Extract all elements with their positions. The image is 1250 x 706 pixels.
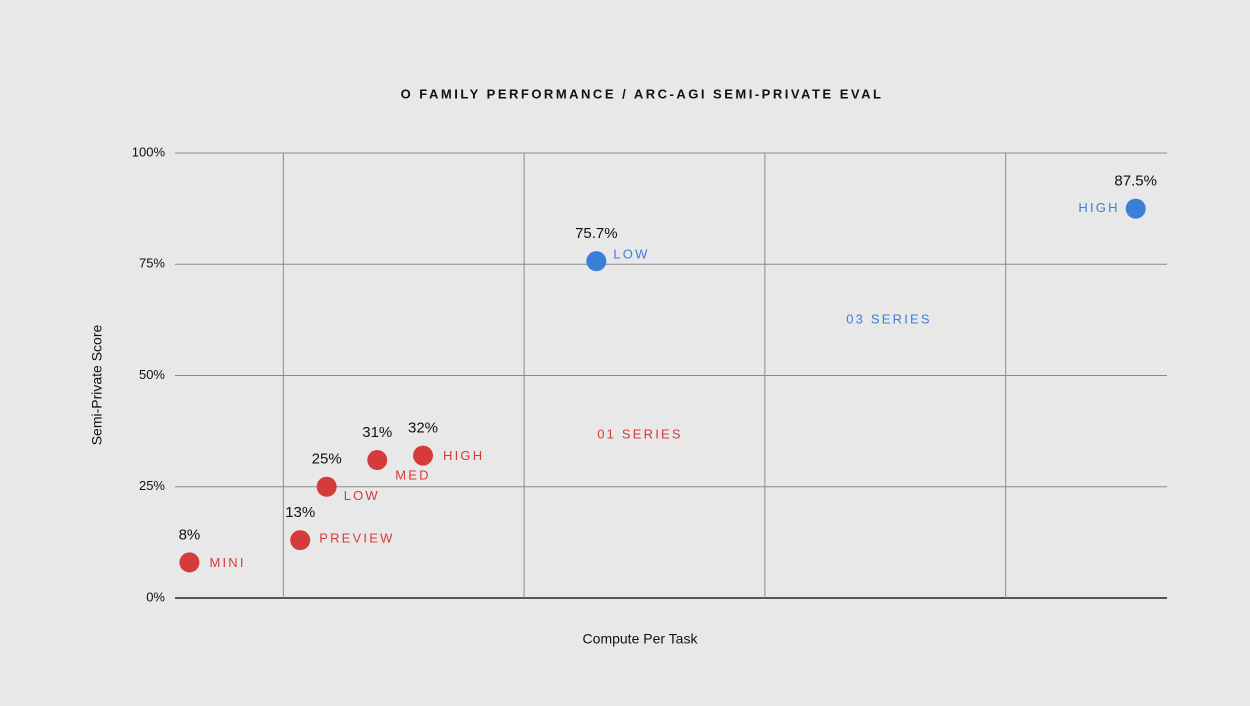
point-label: HIGH (1078, 200, 1119, 215)
y-tick-label: 75% (139, 256, 165, 271)
chart-title: O FAMILY PERFORMANCE / ARC-AGI SEMI-PRIV… (401, 86, 884, 101)
point-label: LOW (613, 247, 649, 262)
point (586, 251, 607, 272)
value-label: 31% (362, 424, 392, 441)
point (367, 450, 388, 471)
point-label: LOW (344, 488, 380, 503)
x-axis-label: Compute Per Task (583, 631, 699, 647)
value-label: 8% (179, 526, 201, 543)
value-label: 13% (285, 504, 315, 521)
value-label: 87.5% (1114, 173, 1157, 190)
y-tick-label: 100% (132, 144, 166, 159)
point-label: HIGH (443, 448, 484, 463)
point (179, 552, 200, 573)
point (413, 445, 433, 466)
point (316, 476, 337, 497)
y-tick-label: 0% (146, 589, 165, 604)
series-label: 01 SERIES (597, 426, 683, 441)
point-label: MED (395, 467, 431, 482)
value-label: 32% (408, 420, 438, 437)
point-label: MINI (209, 555, 245, 570)
point (1125, 198, 1146, 219)
y-axis-label: Semi-Private Score (89, 324, 105, 445)
point-label: PREVIEW (319, 531, 394, 546)
point (290, 530, 311, 551)
series-label: 03 SERIES (846, 311, 932, 326)
y-tick-label: 25% (139, 478, 165, 493)
y-tick-label: 50% (139, 367, 165, 382)
value-label: 25% (312, 451, 342, 468)
value-label: 75.7% (575, 225, 618, 242)
